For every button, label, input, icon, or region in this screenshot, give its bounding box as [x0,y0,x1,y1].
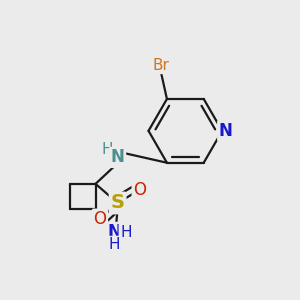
Text: S: S [111,194,124,212]
Text: H: H [120,225,132,240]
Text: H: H [109,237,120,252]
Text: O: O [133,181,146,199]
Text: N: N [111,148,124,166]
Text: Br: Br [153,58,169,73]
Text: H: H [102,142,113,158]
Text: N: N [219,122,232,140]
Text: N: N [108,224,122,242]
Text: O: O [93,210,106,228]
